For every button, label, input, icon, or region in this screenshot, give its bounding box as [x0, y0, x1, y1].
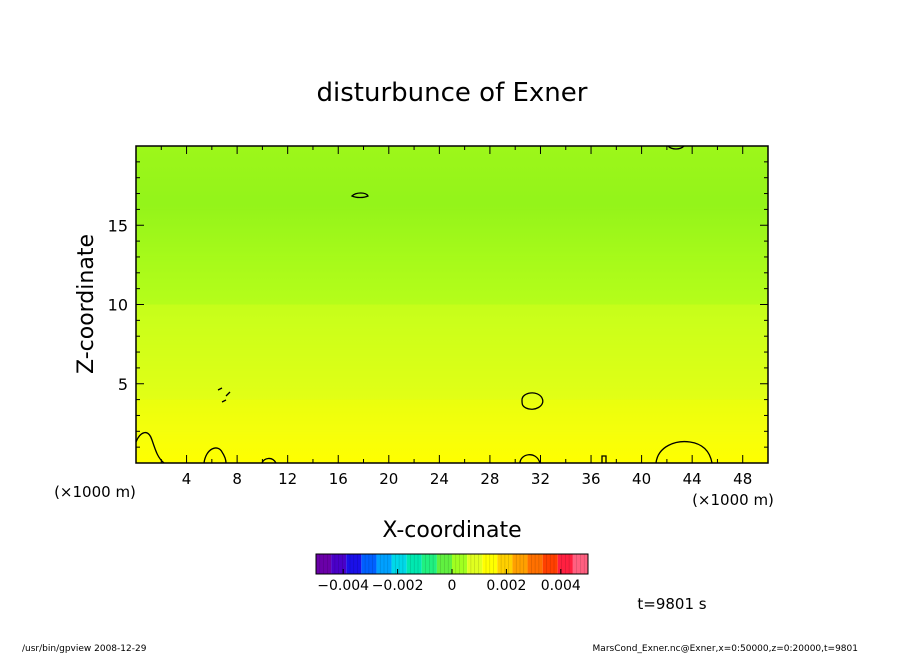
colorbar-segment [542, 554, 558, 574]
x-tick-label: 16 [329, 470, 348, 488]
colorbar-segment [452, 554, 468, 574]
colorbar-cell [346, 554, 362, 574]
field-band [136, 146, 768, 178]
colorbar-tick-label: 0.002 [486, 578, 526, 594]
colorbar-segment [436, 554, 452, 574]
x-tick-labels: 4 8 12 16 20 24 28 32 36 40 44 48 [182, 470, 752, 488]
field-band [136, 431, 768, 463]
y-tick-label: 15 [108, 216, 128, 235]
x-unit-right: (×1000 m) [692, 491, 774, 509]
colorbar-segment [391, 554, 407, 574]
colorbar-segment [572, 554, 588, 574]
x-tick-label: 48 [733, 470, 752, 488]
colorbar-tick-label: −0.002 [372, 578, 424, 594]
contour-line [225, 391, 231, 397]
colorbar-cell [361, 554, 377, 574]
colorbar-segment [512, 554, 528, 574]
colorbar-segment [527, 554, 543, 574]
colorbar-segment [482, 554, 498, 574]
colorbar-cell [316, 554, 332, 574]
field-band [136, 399, 768, 432]
colorbar-segment [497, 554, 513, 574]
colorbar-segment [346, 554, 362, 574]
field-background [136, 146, 768, 463]
y-tick-label: 5 [118, 375, 128, 394]
x-tick-label: 40 [632, 470, 651, 488]
colorbar-cell [497, 554, 513, 574]
colorbar-segment [557, 554, 573, 574]
contour-line [667, 145, 685, 150]
x-unit-left: (×1000 m) [54, 483, 136, 501]
contour-line [601, 455, 607, 463]
colorbar-cell [557, 554, 573, 574]
colorbar-segment [406, 554, 422, 574]
x-tick-label: 24 [430, 470, 449, 488]
field-band [136, 256, 768, 305]
colorbar-cell [527, 554, 543, 574]
contour-line [135, 432, 165, 464]
y-axis-label: Z-coordinate [74, 234, 99, 374]
colorbar [316, 554, 588, 574]
colorbar-cell [391, 554, 407, 574]
contour-line [655, 440, 713, 464]
field-band [136, 352, 768, 400]
x-axis-label: X-coordinate [382, 518, 521, 543]
colorbar-cell [452, 554, 468, 574]
colorbar-cell [331, 554, 347, 574]
field-band [136, 177, 768, 210]
colorbar-segment [316, 554, 332, 574]
colorbar-cell [421, 554, 437, 574]
colorbar-tick-label: −0.004 [317, 578, 369, 594]
x-tick-label: 12 [278, 470, 297, 488]
field-band [136, 209, 768, 257]
contour-line [221, 399, 227, 403]
contour-line [203, 447, 227, 464]
footer-right: MarsCond_Exner.nc@Exner,x=0:50000,z=0:20… [593, 644, 858, 654]
colorbar-cell [406, 554, 422, 574]
colorbar-cell [376, 554, 392, 574]
colorbar-ticks: −0.004 −0.002 0 0.002 0.004 [317, 569, 581, 594]
contour-line [521, 392, 544, 410]
field-bands [136, 146, 768, 463]
colorbar-cell [542, 554, 558, 574]
time-label: t=9801 s [637, 595, 706, 613]
colorbar-cell [467, 554, 483, 574]
field-band [136, 304, 768, 353]
colorbar-cell [436, 554, 452, 574]
colorbar-segment [331, 554, 347, 574]
colorbar-cell [512, 554, 528, 574]
contour-line [519, 454, 541, 464]
colorbar-segment [467, 554, 483, 574]
x-tick-label: 8 [232, 470, 242, 488]
colorbar-segment [421, 554, 437, 574]
x-tick-label: 4 [182, 470, 192, 488]
colorbar-segment [361, 554, 377, 574]
footer-left: /usr/bin/gpview 2008-12-29 [22, 644, 147, 654]
colorbar-cell [572, 554, 588, 574]
contour-line [217, 387, 223, 391]
x-tick-label: 20 [379, 470, 398, 488]
axis-ticks [135, 146, 769, 463]
x-tick-label: 32 [531, 470, 550, 488]
colorbar-cell [482, 554, 498, 574]
y-tick-labels: 5 10 15 [108, 216, 128, 394]
x-tick-label: 36 [581, 470, 600, 488]
colorbar-tick-label: 0 [448, 578, 457, 594]
colorbar-tick-label: 0.004 [541, 578, 581, 594]
chart-title: disturbunce of Exner [317, 78, 588, 108]
x-tick-label: 28 [480, 470, 499, 488]
contour-line [350, 192, 369, 199]
y-tick-label: 10 [108, 296, 128, 315]
colorbar-segment [376, 554, 392, 574]
x-tick-label: 44 [683, 470, 702, 488]
